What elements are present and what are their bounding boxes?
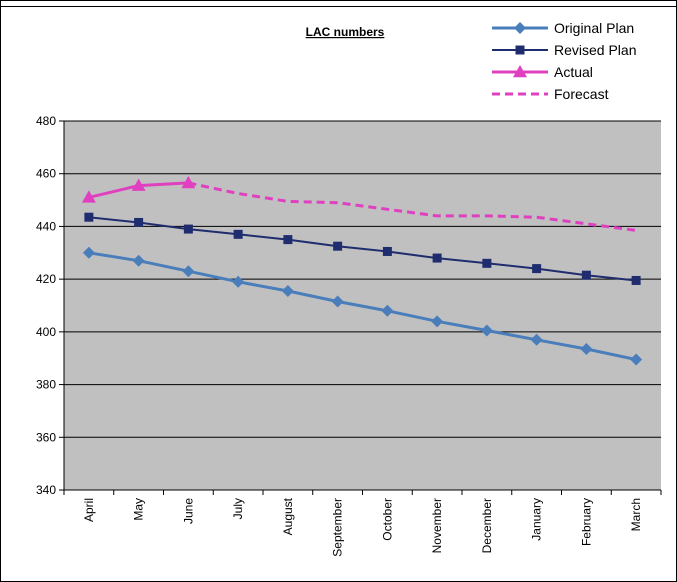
marker-diamond: [514, 22, 526, 34]
x-tick-label: July: [231, 498, 245, 519]
marker-square: [333, 241, 343, 251]
marker-square: [283, 235, 293, 245]
marker-square: [581, 270, 591, 280]
x-tick-label: April: [82, 498, 96, 522]
marker-diamond: [630, 353, 643, 366]
marker-diamond: [530, 333, 543, 346]
legend-label-forecast: Forecast: [554, 86, 609, 102]
x-tick-label: February: [579, 498, 593, 546]
series-line-forecast: [188, 181, 637, 232]
marker-diamond: [381, 304, 394, 317]
marker-diamond: [182, 265, 195, 278]
marker-diamond: [281, 285, 294, 298]
x-tick-label: January: [530, 498, 544, 541]
marker-diamond: [431, 315, 444, 328]
marker-diamond: [232, 275, 245, 288]
marker-diamond: [132, 254, 145, 267]
series-line-revised-plan: [88, 216, 637, 282]
marker-square: [382, 246, 392, 256]
marker-diamond: [580, 342, 593, 355]
x-tick-label: October: [380, 498, 394, 541]
x-tick-label: November: [430, 498, 444, 553]
marker-square: [233, 229, 243, 239]
x-tick-label: September: [331, 498, 345, 557]
y-tick-label: 460: [36, 167, 56, 181]
marker-square: [631, 275, 641, 285]
y-tick-label: 420: [36, 272, 56, 286]
marker-triangle: [131, 178, 146, 191]
marker-square: [84, 212, 94, 222]
legend-label-original-plan: Original Plan: [554, 20, 634, 36]
x-tick-label: May: [132, 498, 146, 521]
y-tick-label: 340: [36, 483, 56, 497]
y-tick-label: 380: [36, 378, 56, 392]
marker-square: [134, 217, 144, 227]
x-tick-label: December: [480, 498, 494, 553]
y-tick-label: 360: [36, 430, 56, 444]
chart-title: LAC numbers: [306, 25, 385, 39]
marker-triangle: [513, 65, 527, 78]
series-line-original-plan: [88, 251, 637, 361]
marker-square: [432, 253, 442, 263]
marker-square: [532, 264, 542, 274]
legend-label-revised-plan: Revised Plan: [554, 42, 637, 58]
y-tick-label: 400: [36, 325, 56, 339]
y-tick-label: 480: [36, 114, 56, 128]
marker-square: [515, 45, 525, 55]
x-tick-label: August: [281, 497, 295, 535]
marker-square: [183, 224, 193, 234]
x-tick-label: March: [629, 498, 643, 531]
marker-square: [482, 258, 492, 268]
legend-label-actual: Actual: [554, 64, 593, 80]
marker-triangle: [81, 190, 96, 203]
y-tick-label: 440: [36, 219, 56, 233]
marker-diamond: [331, 295, 344, 308]
x-tick-label: June: [181, 498, 195, 524]
marker-diamond: [480, 324, 493, 337]
marker-diamond: [82, 246, 95, 259]
